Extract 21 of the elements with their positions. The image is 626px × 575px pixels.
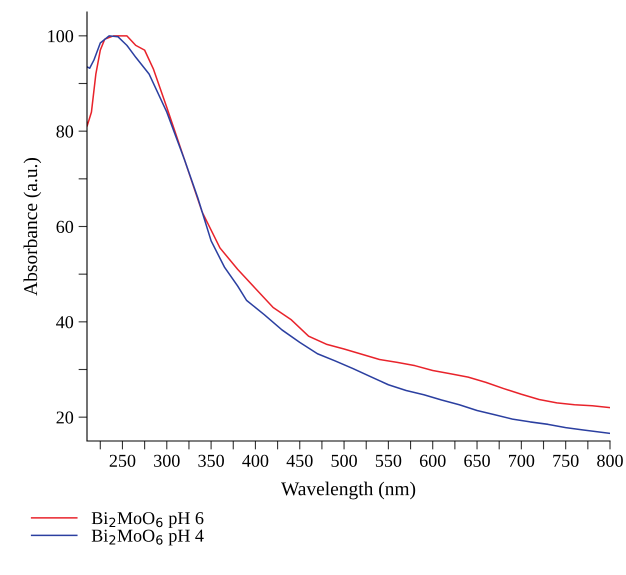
x-tick-label: 650: [464, 454, 490, 467]
x-tick-label: 550: [376, 454, 402, 467]
x-tick-label: 800: [597, 454, 623, 467]
x-axis-title: Wavelength (nm): [280, 482, 416, 500]
x-tick-label: 700: [509, 454, 534, 467]
x-tick-label: 500: [332, 454, 357, 467]
x-tick-label: 450: [286, 454, 313, 467]
y-tick-label: 20: [56, 411, 74, 424]
y-tick-label: 100: [48, 30, 74, 42]
x-tick-label: 750: [553, 454, 579, 467]
y-tick-label: 40: [56, 316, 74, 328]
y-tick-label: 60: [56, 220, 74, 233]
x-tick-label: 350: [198, 454, 224, 467]
x-tick-label: 400: [242, 454, 268, 467]
y-tick-label: 80: [56, 125, 74, 138]
x-tick-label: 300: [154, 454, 180, 467]
y-axis-title: Absorbance (a.u.): [24, 158, 42, 296]
x-tick-label: 250: [110, 454, 136, 467]
legend-label: Bi$_{2}$MoO$_{6}$ pH 6: [92, 512, 204, 528]
legend-label: Bi$_{2}$MoO$_{6}$ pH 4: [92, 530, 204, 546]
x-tick-label: 600: [420, 454, 446, 467]
